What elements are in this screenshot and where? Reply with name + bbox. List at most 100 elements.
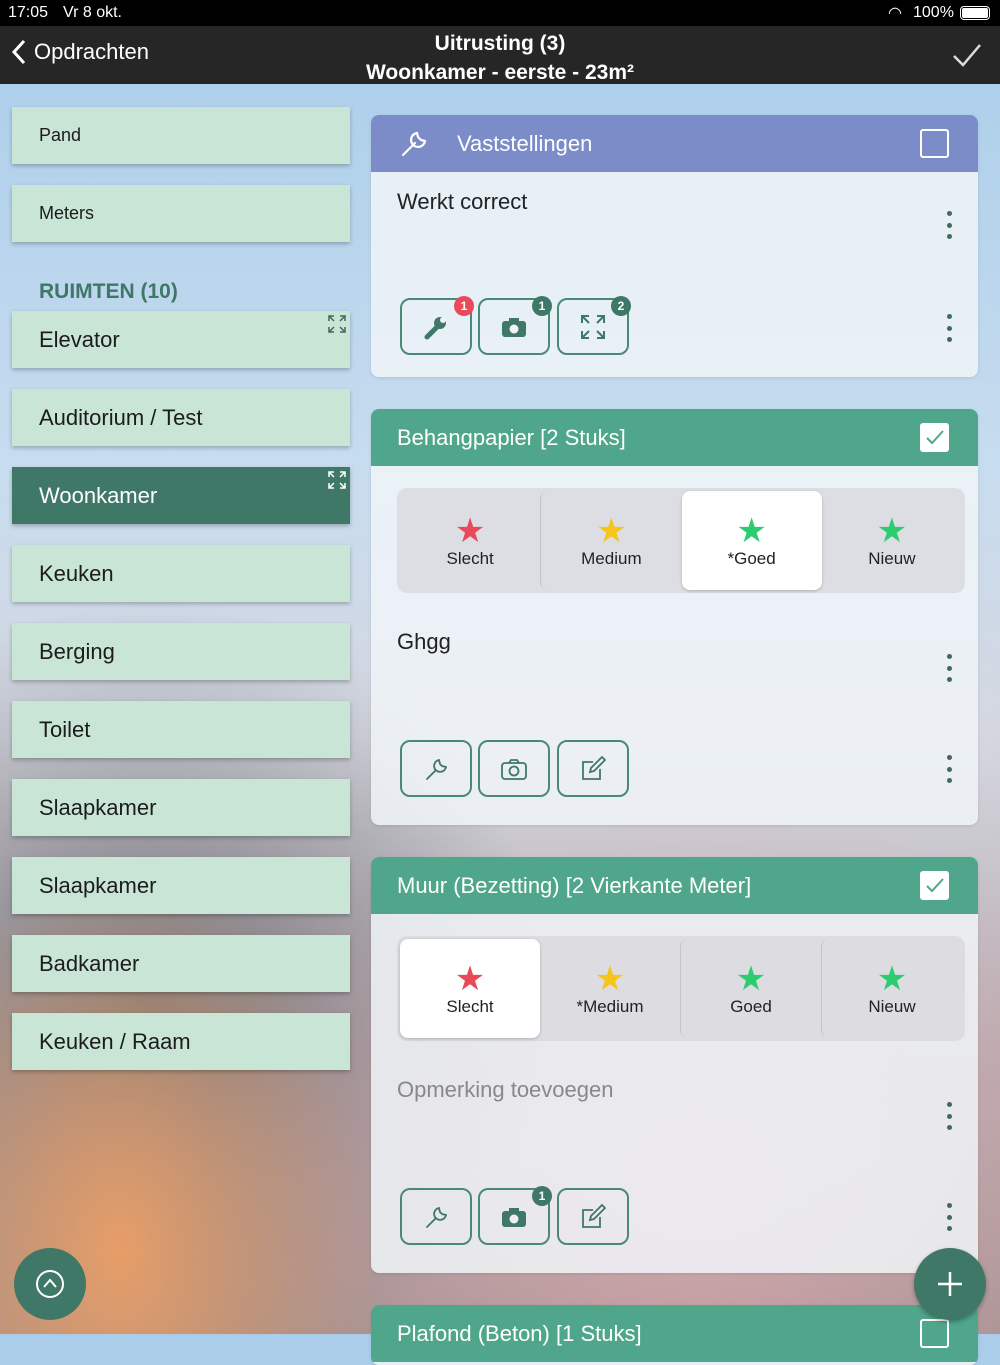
edit-button[interactable]: [557, 1188, 629, 1245]
back-button[interactable]: Opdrachten: [10, 38, 149, 66]
photo-button[interactable]: 1: [478, 296, 552, 355]
card-header[interactable]: Vaststellingen: [371, 115, 978, 172]
edit-icon: [582, 755, 606, 780]
star-icon: ★: [454, 959, 486, 998]
more-icon[interactable]: [946, 1203, 952, 1231]
sidebar-room-item[interactable]: Keuken / Raam: [12, 1013, 350, 1070]
card-item: Behangpapier [2 Stuks] ★ Slecht ★ Medium ★ *G…: [371, 409, 978, 825]
rating-option[interactable]: ★ Slecht: [400, 491, 540, 590]
rating-label: Medium: [581, 548, 642, 568]
more-icon[interactable]: [946, 755, 952, 783]
add-button[interactable]: [914, 1248, 986, 1320]
confirm-check-icon[interactable]: [952, 42, 982, 68]
status-bar: 17:05 Vr 8 okt. ◠ 100%: [0, 0, 1000, 26]
card-header[interactable]: Behangpapier [2 Stuks]: [371, 409, 978, 466]
sidebar-room-item[interactable]: Elevator: [12, 311, 350, 368]
comment-input[interactable]: Opmerking toevoegen: [397, 1077, 614, 1102]
rating-label: Slecht: [446, 548, 494, 568]
page-title: Uitrusting (3): [434, 32, 566, 55]
rating-label: *Goed: [727, 548, 776, 568]
rating-option[interactable]: ★ Medium: [540, 491, 681, 590]
more-icon[interactable]: [946, 1102, 952, 1130]
more-icon[interactable]: [946, 211, 952, 239]
sidebar-item-label: Elevator: [39, 326, 120, 352]
star-icon: ★: [596, 511, 627, 550]
card-item: Muur (Bezetting) [2 Vierkante Meter] ★ Sl…: [371, 857, 978, 1273]
card-checkbox[interactable]: [920, 129, 949, 158]
status-date: Vr 8 okt.: [63, 4, 122, 21]
sidebar-room-item[interactable]: Slaapkamer: [12, 857, 350, 914]
star-icon: ★: [876, 511, 908, 550]
star-icon: ★: [876, 959, 908, 998]
scroll-up-button[interactable]: [14, 1248, 86, 1320]
nav-bar: Opdrachten Uitrusting (3) Woonkamer - ee…: [0, 26, 1000, 84]
badge-count: 1: [532, 1186, 552, 1206]
sidebar-room-item[interactable]: Auditorium / Test: [12, 389, 350, 446]
check-icon: [926, 878, 944, 893]
card-comment: Werkt correct: [397, 189, 528, 214]
sidebar-item-label: Berging: [39, 638, 115, 664]
sidebar-item-pand[interactable]: Pand: [12, 107, 350, 164]
sidebar-room-item[interactable]: Toilet: [12, 701, 350, 758]
card-plafond: Plafond (Beton) [1 Stuks]: [371, 1305, 978, 1365]
more-icon[interactable]: [946, 654, 952, 682]
rooms-section-title: RUIMTEN (10): [39, 280, 178, 303]
plus-icon: [938, 1272, 962, 1296]
wrench-icon: [424, 316, 446, 339]
rating-option[interactable]: ★ *Medium: [540, 939, 680, 1038]
photo-button[interactable]: 1: [478, 1186, 552, 1245]
wifi-icon: ◠: [888, 5, 902, 22]
rating-label: Goed: [730, 996, 772, 1016]
card-vaststellingen: Vaststellingen Werkt correct 1 1 2: [371, 115, 978, 377]
card-title: Muur (Bezetting) [2 Vierkante Meter]: [397, 872, 752, 898]
camera-icon: [502, 317, 526, 337]
rating-label: Nieuw: [868, 996, 916, 1016]
sidebar-item-label: Badkamer: [39, 950, 140, 976]
sidebar-room-item[interactable]: Keuken: [12, 545, 350, 602]
star-icon: ★: [594, 959, 626, 998]
badge-count: 2: [611, 296, 631, 316]
rating-label: Slecht: [446, 996, 494, 1016]
sidebar-item-meters[interactable]: Meters: [12, 185, 350, 242]
camera-icon: [501, 758, 527, 780]
tools-button[interactable]: [400, 740, 472, 797]
sidebar-room-item[interactable]: Slaapkamer: [12, 779, 350, 836]
expand-icon[interactable]: [328, 471, 346, 489]
sidebar-room-item[interactable]: Berging: [12, 623, 350, 680]
more-icon[interactable]: [946, 314, 952, 342]
card-checkbox[interactable]: [920, 423, 949, 452]
rating-selector: ★ Slecht ★ *Medium ★ Goed ★ Nieuw: [397, 936, 965, 1041]
rating-label: *Medium: [576, 996, 644, 1016]
status-time: 17:05: [8, 4, 49, 21]
expand-icon: [581, 314, 605, 339]
card-title: Behangpapier [2 Stuks]: [397, 424, 626, 450]
page-subtitle: Woonkamer - eerste - 23m²: [365, 61, 635, 84]
expand-button[interactable]: 2: [557, 296, 631, 355]
card-header[interactable]: Muur (Bezetting) [2 Vierkante Meter]: [371, 857, 978, 914]
expand-icon[interactable]: [328, 315, 346, 333]
battery-level: 100%: [913, 4, 954, 21]
photo-button[interactable]: [478, 740, 550, 797]
rating-option[interactable]: ★ Nieuw: [822, 491, 962, 590]
rating-option[interactable]: ★ Slecht: [400, 939, 540, 1038]
edit-icon: [582, 1203, 606, 1228]
badge-count: 1: [532, 296, 552, 316]
sidebar-item-label: Toilet: [39, 716, 91, 742]
sidebar-room-item[interactable]: Woonkamer: [12, 467, 350, 524]
card-checkbox[interactable]: [920, 871, 949, 900]
sidebar-item-label: Meters: [39, 203, 95, 223]
rating-option[interactable]: ★ Goed: [680, 939, 821, 1038]
tools-button[interactable]: 1: [400, 296, 474, 355]
back-label: Opdrachten: [34, 39, 149, 64]
rating-option[interactable]: ★ Nieuw: [821, 939, 962, 1038]
tools-button[interactable]: [400, 1188, 472, 1245]
rating-selector: ★ Slecht ★ Medium ★ *Goed ★ Nieuw: [397, 488, 965, 593]
sidebar-room-item[interactable]: Badkamer: [12, 935, 350, 992]
sidebar-item-label: Keuken / Raam: [39, 1028, 191, 1054]
sidebar-item-label: Slaapkamer: [39, 872, 157, 898]
edit-button[interactable]: [557, 740, 629, 797]
rating-option[interactable]: ★ *Goed: [681, 491, 822, 590]
sidebar-item-label: Pand: [39, 125, 82, 145]
star-icon: ★: [736, 511, 767, 550]
camera-icon: [502, 1207, 526, 1227]
